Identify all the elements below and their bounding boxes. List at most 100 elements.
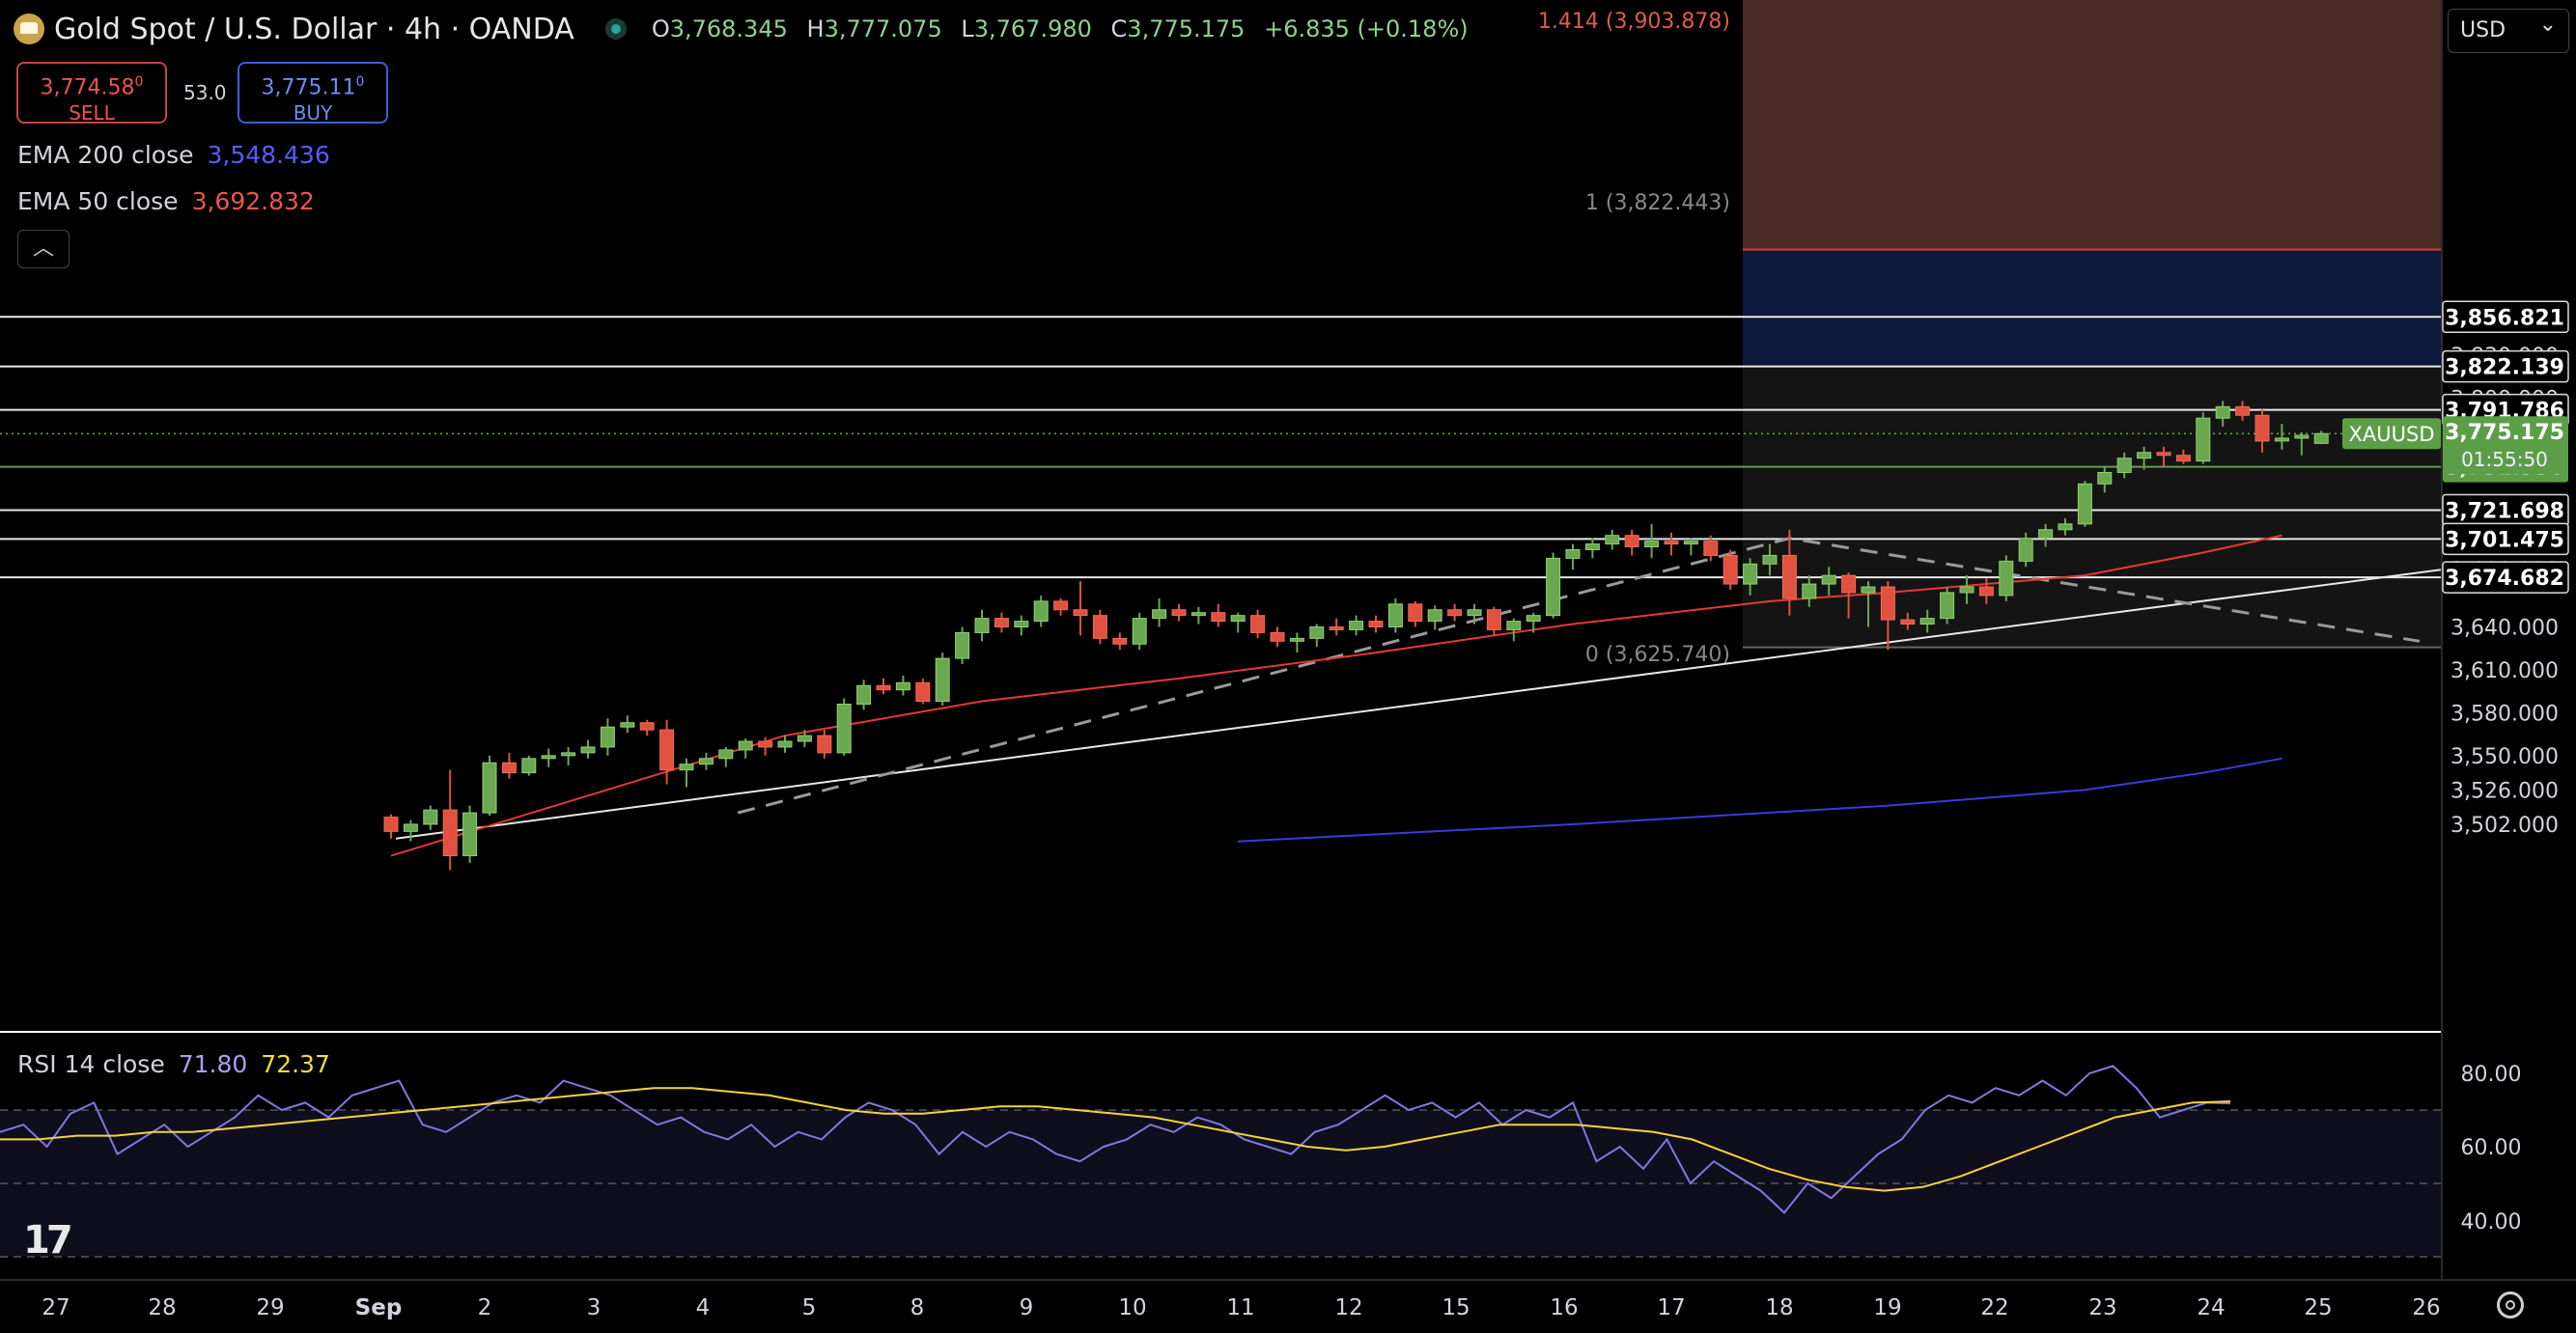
spread-value: 53.0 bbox=[183, 81, 227, 104]
chevron-up-icon: ︿ bbox=[32, 236, 54, 261]
candle-body bbox=[2097, 471, 2113, 485]
fib-label: 0 (3,625.740) bbox=[1585, 643, 1730, 667]
candle-body bbox=[1152, 609, 1167, 620]
candle-body bbox=[1722, 554, 1738, 585]
buy-price-sup: 0 bbox=[355, 74, 365, 90]
candle-body bbox=[1033, 600, 1049, 623]
candle-body bbox=[1349, 621, 1364, 630]
time-tick-label: 18 bbox=[1765, 1295, 1793, 1320]
candle-body bbox=[2038, 529, 2054, 540]
time-tick-label: 19 bbox=[1873, 1295, 1901, 1320]
ema200-label: EMA 200 close bbox=[17, 141, 194, 169]
ema200-legend[interactable]: EMA 200 close 3,548.436 bbox=[17, 141, 330, 169]
candle-body bbox=[1053, 600, 1069, 611]
buy-label: BUY bbox=[293, 101, 333, 125]
change-value: +6.835 (+0.18%) bbox=[1264, 15, 1469, 42]
ema50-label: EMA 50 close bbox=[17, 187, 179, 215]
candle-body bbox=[1132, 618, 1147, 645]
symbol-tag bbox=[2342, 418, 2441, 450]
buy-button[interactable]: 3,775.110 BUY bbox=[238, 62, 388, 125]
level-price-label: 3,856.821 bbox=[2445, 306, 2564, 330]
candle-body bbox=[2077, 483, 2092, 525]
candle-body bbox=[955, 631, 970, 659]
time-tick-label: 17 bbox=[1657, 1295, 1685, 1320]
time-tick-label: 3 bbox=[587, 1295, 602, 1320]
candle-body bbox=[1526, 615, 1541, 623]
ema50-value: 3,692.832 bbox=[191, 187, 315, 215]
rsi-tick-label: 80.00 bbox=[2461, 1063, 2522, 1087]
candle-body bbox=[895, 681, 910, 691]
time-tick-label: 16 bbox=[1550, 1295, 1578, 1320]
candle-body bbox=[994, 618, 1009, 628]
collapse-legend-button[interactable]: ︿ bbox=[17, 230, 70, 268]
time-tick-label: 10 bbox=[1118, 1295, 1146, 1320]
support-trendline bbox=[395, 569, 2442, 840]
time-tick-label: 23 bbox=[2088, 1295, 2116, 1320]
price-tick-label: 3,580.000 bbox=[2450, 702, 2559, 726]
candle-body bbox=[600, 726, 615, 748]
time-tick-label: 4 bbox=[696, 1295, 711, 1320]
level-price-tag bbox=[2442, 300, 2569, 334]
time-tick-label: Sep bbox=[355, 1295, 403, 1320]
price-tick-label: 3,550.000 bbox=[2450, 745, 2559, 769]
rsi-legend[interactable]: RSI 14 close 71.80 72.37 bbox=[17, 1050, 330, 1078]
candle-body bbox=[1368, 621, 1384, 627]
candle-body bbox=[1624, 535, 1639, 548]
candle-body bbox=[1565, 548, 1581, 559]
candle-body bbox=[1821, 574, 1836, 585]
price-tick-label: 3,502.000 bbox=[2450, 814, 2559, 838]
sell-price-sup: 0 bbox=[134, 74, 144, 90]
market-status-icon bbox=[604, 18, 627, 40]
candle-body bbox=[856, 684, 872, 706]
candle-body bbox=[580, 746, 596, 754]
candle-body bbox=[1190, 612, 1206, 617]
price-axis-border bbox=[2441, 0, 2443, 1279]
ema200-line bbox=[1238, 757, 2282, 843]
candle-body bbox=[639, 722, 655, 731]
candle-body bbox=[1762, 554, 1778, 565]
symbol-header[interactable]: Gold Spot / U.S. Dollar · 4h · OANDA O3,… bbox=[14, 10, 1480, 48]
candle-body bbox=[876, 684, 891, 691]
candle-body bbox=[659, 729, 675, 771]
fib-zone-upper bbox=[1743, 0, 2441, 250]
level-price-label: 3,701.475 bbox=[2445, 528, 2564, 552]
rsi-line bbox=[0, 1065, 2231, 1214]
sell-label: SELL bbox=[69, 101, 115, 125]
last-price-tag bbox=[2443, 416, 2568, 475]
candle-body bbox=[758, 740, 773, 748]
candle-body bbox=[2196, 417, 2211, 462]
rsi-tick-label: 40.00 bbox=[2461, 1210, 2522, 1235]
settings-gear-icon[interactable] bbox=[2497, 1291, 2524, 1319]
candle-body bbox=[1073, 609, 1088, 617]
price-tick-label: 3,610.000 bbox=[2450, 659, 2559, 683]
candle-body bbox=[1919, 618, 1935, 625]
ema50-legend[interactable]: EMA 50 close 3,692.832 bbox=[17, 187, 315, 215]
last-price-label: 3,775.175 bbox=[2445, 421, 2564, 445]
tradingview-logo-icon: 17 bbox=[23, 1218, 73, 1263]
time-tick-label: 8 bbox=[910, 1295, 925, 1320]
level-price-tag bbox=[2442, 522, 2569, 556]
sell-price: 3,774.58 bbox=[40, 75, 135, 100]
candle-body bbox=[2274, 437, 2289, 442]
candle-body bbox=[2175, 455, 2191, 462]
candle-body bbox=[1644, 541, 1660, 548]
candle-body bbox=[974, 618, 990, 633]
time-tick-label: 29 bbox=[256, 1295, 284, 1320]
fib-label: 1 (3,822.443) bbox=[1585, 191, 1730, 215]
candle-body bbox=[1171, 609, 1187, 617]
time-tick-label: 12 bbox=[1334, 1295, 1362, 1320]
candle-body bbox=[2254, 414, 2270, 442]
sell-button[interactable]: 3,774.580 SELL bbox=[16, 62, 167, 125]
time-tick-label: 27 bbox=[42, 1295, 70, 1320]
candle-body bbox=[1584, 543, 1600, 550]
currency-select[interactable]: USD bbox=[2448, 4, 2569, 53]
candle-body bbox=[2116, 458, 2132, 473]
candle-body bbox=[1092, 615, 1107, 639]
candle-body bbox=[915, 681, 931, 703]
ema200-value: 3,548.436 bbox=[207, 141, 330, 169]
candle-body bbox=[1880, 586, 1895, 621]
candle-body bbox=[1387, 603, 1403, 628]
candle-body bbox=[1703, 541, 1719, 556]
candle-body bbox=[2137, 452, 2152, 459]
